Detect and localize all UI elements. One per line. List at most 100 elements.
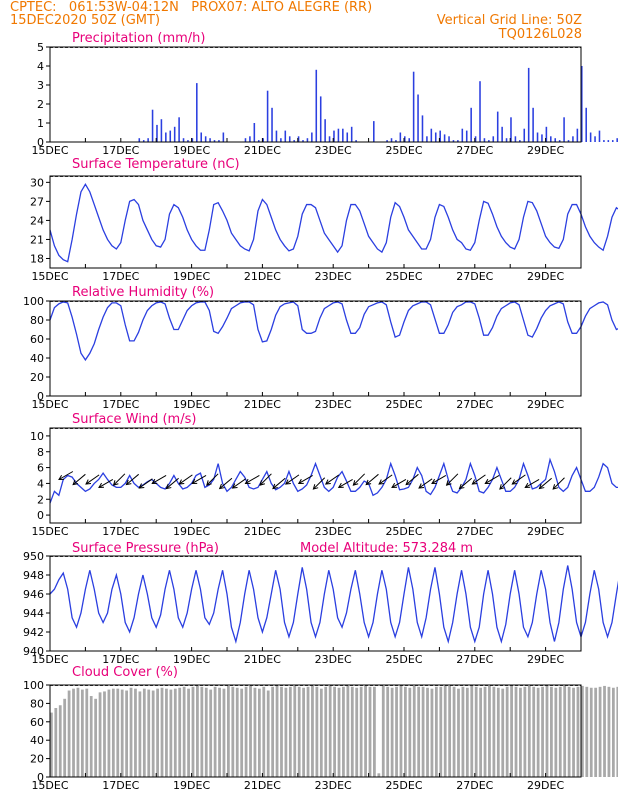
precipitation-bar bbox=[426, 136, 428, 142]
wind-arrow-head bbox=[206, 480, 212, 486]
cloud-cover-bar bbox=[443, 685, 447, 777]
cloud-cover-bar bbox=[196, 685, 199, 777]
cloud-cover-bar bbox=[581, 685, 584, 777]
y-tick-label: 944 bbox=[23, 607, 44, 620]
cloud-cover-bar bbox=[527, 685, 531, 777]
cloud-cover-bar bbox=[594, 687, 598, 777]
wind-arrow-head bbox=[365, 479, 372, 486]
precipitation-bar bbox=[306, 138, 309, 142]
precipitation-bar bbox=[527, 67, 530, 142]
cloud-cover-bar bbox=[364, 685, 367, 777]
wind-arrow bbox=[112, 473, 126, 486]
precipitation-bar bbox=[266, 90, 269, 142]
x-tick-label: 25DEC bbox=[385, 398, 422, 411]
x-tick-label: 29DEC bbox=[527, 270, 564, 283]
precipitation-bar bbox=[187, 140, 189, 142]
cloud-cover-bar bbox=[213, 686, 217, 777]
wind-arrow-shaft bbox=[98, 478, 114, 488]
wind-arrow bbox=[499, 477, 512, 490]
cloud-cover-bar bbox=[147, 689, 151, 777]
cloud-cover-bar bbox=[142, 688, 146, 777]
y-tick-label: 0 bbox=[37, 771, 44, 784]
cloud-cover-bar bbox=[160, 687, 164, 777]
y-tick-label: 40 bbox=[30, 352, 44, 365]
cloud-cover-bar bbox=[421, 686, 425, 777]
header-grid-line-note: Vertical Grid Line: 50Z bbox=[436, 13, 582, 28]
cloud-cover-bar bbox=[572, 687, 575, 777]
cloud-cover-bar bbox=[585, 686, 589, 777]
precipitation-bar bbox=[288, 136, 291, 142]
wind-arrow-head bbox=[391, 482, 398, 488]
cloud-cover-bar bbox=[231, 686, 235, 777]
precipitation-bar bbox=[404, 136, 406, 142]
wind-arrow-shaft bbox=[525, 478, 540, 488]
precipitation-bar bbox=[142, 140, 145, 142]
cloud-cover-bar bbox=[598, 686, 602, 777]
cloud-cover-bar bbox=[54, 708, 58, 777]
wind-arrow bbox=[337, 478, 353, 488]
cloud-cover-bar bbox=[470, 685, 474, 777]
precipitation-bar bbox=[545, 126, 548, 142]
x-tick-label: 15DEC bbox=[31, 398, 68, 411]
wind-arrow-shaft bbox=[472, 474, 486, 485]
pressure-panel: Surface Pressure (hPa) 940 942 944 946 948 950… bbox=[23, 541, 618, 666]
y-tick-label: 2 bbox=[37, 493, 44, 506]
cloud-cover-bar bbox=[488, 685, 491, 777]
cloud-cover-bar bbox=[98, 692, 102, 777]
header-model-id: TQ0126L028 bbox=[498, 27, 582, 42]
precipitation-bar bbox=[244, 138, 247, 142]
cloud-cover-bar bbox=[191, 686, 195, 777]
wind-arrow-head bbox=[297, 478, 304, 484]
pressure-title: Surface Pressure (hPa) bbox=[72, 541, 219, 556]
wind-arrow-head bbox=[552, 484, 559, 490]
precipitation-bar bbox=[213, 140, 216, 142]
cloud-cover-bar bbox=[452, 686, 456, 777]
precipitation-bar bbox=[399, 132, 402, 142]
cloud-cover-bar bbox=[187, 688, 190, 777]
cloud-cover-bar bbox=[85, 688, 89, 777]
x-tick-label: 19DEC bbox=[173, 653, 210, 666]
x-tick-label: 15DEC bbox=[31, 270, 68, 283]
wind-arrow bbox=[524, 478, 540, 488]
precipitation-bar bbox=[386, 140, 388, 142]
precipitation-bar bbox=[479, 81, 481, 142]
cloud-cover-bar bbox=[390, 687, 394, 777]
precipitation-bar bbox=[514, 136, 517, 142]
precipitation-bar bbox=[315, 69, 318, 142]
cloud-cover-bar bbox=[412, 685, 416, 777]
temperature-frame bbox=[49, 175, 582, 269]
cloud-cover-bar bbox=[275, 685, 279, 777]
humidity-frame bbox=[49, 300, 582, 397]
precipitation-bar bbox=[607, 140, 610, 142]
x-tick-label: 21DEC bbox=[244, 653, 281, 666]
y-tick-label: 30 bbox=[30, 176, 44, 189]
wind-arrow bbox=[511, 474, 526, 485]
cloud-cover-bar bbox=[107, 689, 111, 777]
precipitation-bar bbox=[434, 132, 437, 142]
wind-arrow-head bbox=[431, 478, 438, 484]
precipitation-bar bbox=[611, 140, 614, 142]
precipitation-bar bbox=[160, 119, 163, 142]
precipitation-bar bbox=[390, 138, 393, 142]
precipitation-bar bbox=[249, 136, 251, 142]
precipitation-bar bbox=[585, 107, 587, 142]
wind-arrow bbox=[58, 471, 74, 481]
temperature-panel: Surface Temperature (nC) 18 21 24 27 30 15DEC 1… bbox=[30, 157, 618, 283]
x-tick-label: 23DEC bbox=[315, 270, 352, 283]
wind-arrow bbox=[231, 478, 246, 489]
cloud-cover-bar bbox=[262, 686, 266, 777]
cloud-cover-bar bbox=[306, 686, 310, 777]
precipitation-panel: Precipitation (mm/h) 0 1 2 3 4 5 15DEC 17DEC 19DE… bbox=[31, 31, 618, 157]
cloud-cover-bar bbox=[209, 689, 213, 777]
precipitation-bar bbox=[196, 83, 198, 142]
y-tick-label: 940 bbox=[23, 645, 44, 658]
x-tick-label: 21DEC bbox=[244, 398, 281, 411]
wind-arrow-head bbox=[324, 479, 331, 485]
wind-series-line bbox=[49, 457, 618, 504]
precipitation-bar bbox=[311, 132, 313, 142]
cloud-cover-bar bbox=[138, 691, 142, 777]
wind-arrow-head bbox=[138, 483, 145, 489]
precipitation-bar bbox=[550, 136, 552, 142]
wind-arrow-shaft bbox=[139, 478, 153, 489]
cloud-cover-bar bbox=[483, 686, 487, 777]
